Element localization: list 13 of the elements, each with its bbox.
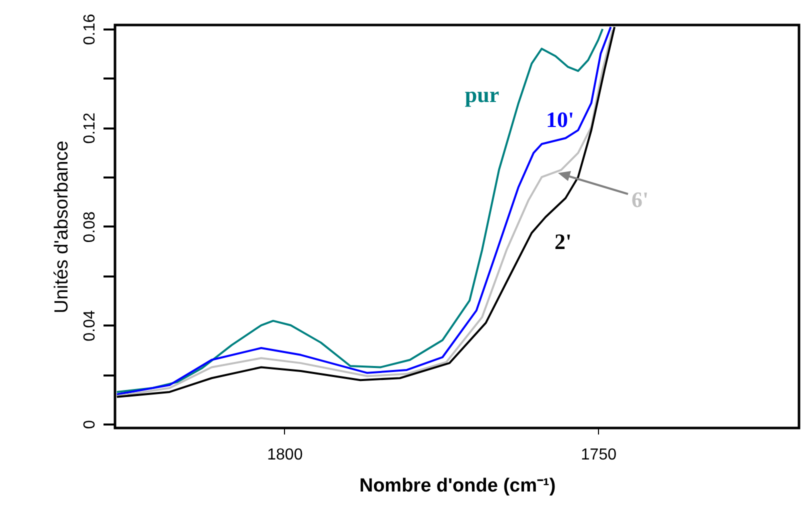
x-tick-label: 1800 <box>267 446 303 464</box>
x-axis-title: Nombre d'onde (cm⁻¹) <box>359 476 556 496</box>
series-label: 10' <box>546 107 574 132</box>
y-axis-title: Unités d'absorbance <box>52 140 72 314</box>
y-tick-label: 0.04 <box>82 310 98 342</box>
series-label: 2' <box>554 229 572 254</box>
y-tick-label: 0.08 <box>82 211 98 243</box>
y-tick-label: 0.12 <box>82 112 98 144</box>
y-tick-label: 0.16 <box>82 14 98 46</box>
y-tick-label: 0 <box>82 420 98 429</box>
series-label: pur <box>464 82 500 107</box>
text: 6' <box>631 187 649 212</box>
x-tick-label: 1750 <box>580 446 617 464</box>
